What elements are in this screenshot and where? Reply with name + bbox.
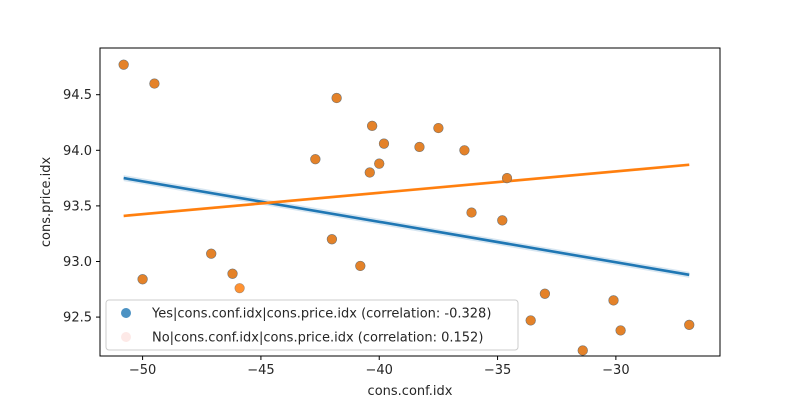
data-point-no bbox=[684, 319, 695, 330]
data-point-no bbox=[355, 260, 366, 272]
trend-lines bbox=[123, 163, 690, 277]
y-tick-label: 92.5 bbox=[63, 311, 92, 326]
x-tick-label: −35 bbox=[484, 363, 511, 378]
x-axis-label: cons.conf.idx bbox=[368, 384, 453, 399]
data-point-no bbox=[615, 325, 626, 336]
data-point-no bbox=[497, 215, 508, 226]
y-tick-label: 94.5 bbox=[63, 88, 92, 103]
legend-box bbox=[105, 299, 519, 351]
y-tick-label: 93.0 bbox=[63, 255, 92, 270]
data-point-no bbox=[310, 154, 321, 165]
data-point-no bbox=[149, 78, 160, 89]
data-point-no bbox=[331, 92, 342, 104]
axes-frame bbox=[99, 47, 721, 357]
data-point-no bbox=[466, 207, 477, 218]
legend-label-no: No|cons.conf.idx|cons.price.idx (correla… bbox=[152, 331, 483, 346]
legend-label-yes: Yes|cons.conf.idx|cons.price.idx (correl… bbox=[151, 307, 491, 322]
legend-marker-no bbox=[121, 332, 131, 342]
legend-marker-yes bbox=[121, 308, 131, 318]
data-point-no bbox=[206, 248, 217, 259]
data-point-no bbox=[374, 158, 385, 169]
data-point-no bbox=[414, 141, 425, 153]
data-point-no bbox=[577, 345, 588, 356]
data-point-no bbox=[118, 59, 129, 70]
x-axis: −50 −45 −40 −35 −30 bbox=[129, 356, 630, 378]
data-point-no bbox=[234, 283, 245, 294]
plot-area bbox=[118, 59, 695, 356]
data-point-no bbox=[539, 288, 550, 299]
trend-line-no bbox=[123, 163, 690, 218]
trend-line-yes bbox=[123, 176, 690, 277]
data-point-no bbox=[227, 268, 238, 279]
data-point-no bbox=[525, 315, 536, 326]
y-tick-label: 94.0 bbox=[63, 144, 92, 159]
data-point-no bbox=[364, 167, 375, 178]
legend: Yes|cons.conf.idx|cons.price.idx (correl… bbox=[105, 299, 519, 351]
data-point-no bbox=[608, 295, 619, 306]
data-point-no bbox=[433, 122, 444, 134]
data-point-no bbox=[378, 138, 390, 149]
y-tick-label: 93.5 bbox=[63, 199, 92, 214]
data-points bbox=[118, 59, 695, 356]
x-tick-label: −40 bbox=[366, 363, 393, 378]
y-axis-label: cons.price.idx bbox=[39, 157, 54, 248]
data-point-no bbox=[501, 172, 513, 184]
data-point-no bbox=[326, 234, 338, 245]
x-tick-label: −50 bbox=[129, 363, 156, 378]
x-tick-label: −45 bbox=[247, 363, 274, 378]
data-point-no bbox=[367, 120, 378, 131]
y-axis: 92.5 93.0 93.5 94.0 94.5 bbox=[63, 88, 100, 326]
data-point-no bbox=[459, 145, 470, 156]
x-tick-label: −30 bbox=[602, 363, 629, 378]
data-point-no bbox=[137, 274, 148, 285]
